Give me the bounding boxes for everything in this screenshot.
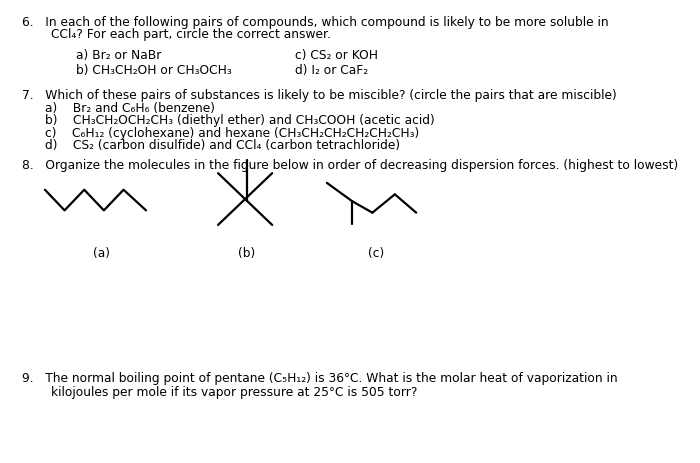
Text: (c): (c) <box>368 246 384 259</box>
Text: 9.   The normal boiling point of pentane (C₅H₁₂) is 36°C. What is the molar heat: 9. The normal boiling point of pentane (… <box>22 371 618 384</box>
Text: (a): (a) <box>92 246 110 259</box>
Text: b) CH₃CH₂OH or CH₃OCH₃: b) CH₃CH₂OH or CH₃OCH₃ <box>76 64 232 77</box>
Text: d)    CS₂ (carbon disulfide) and CCl₄ (carbon tetrachloride): d) CS₂ (carbon disulfide) and CCl₄ (carb… <box>45 138 400 151</box>
Text: 8.   Organize the molecules in the figure below in order of decreasing dispersio: 8. Organize the molecules in the figure … <box>22 158 679 171</box>
Text: 7.   Which of these pairs of substances is likely to be miscible? (circle the pa: 7. Which of these pairs of substances is… <box>22 89 617 102</box>
Text: CCl₄? For each part, circle the correct answer.: CCl₄? For each part, circle the correct … <box>50 28 330 41</box>
Text: d) I₂ or CaF₂: d) I₂ or CaF₂ <box>295 64 368 77</box>
Text: a)    Br₂ and C₆H₆ (benzene): a) Br₂ and C₆H₆ (benzene) <box>45 101 215 114</box>
Text: (b): (b) <box>239 246 256 259</box>
Text: 6.   In each of the following pairs of compounds, which compound is likely to be: 6. In each of the following pairs of com… <box>22 16 609 29</box>
Text: b)    CH₃CH₂OCH₂CH₃ (diethyl ether) and CH₃COOH (acetic acid): b) CH₃CH₂OCH₂CH₃ (diethyl ether) and CH₃… <box>45 114 435 127</box>
Text: c) CS₂ or KOH: c) CS₂ or KOH <box>295 49 378 62</box>
Text: c)    C₆H₁₂ (cyclohexane) and hexane (CH₃CH₂CH₂CH₂CH₂CH₃): c) C₆H₁₂ (cyclohexane) and hexane (CH₃CH… <box>45 126 419 139</box>
Text: kilojoules per mole if its vapor pressure at 25°C is 505 torr?: kilojoules per mole if its vapor pressur… <box>50 385 417 398</box>
Text: a) Br₂ or NaBr: a) Br₂ or NaBr <box>76 49 161 62</box>
